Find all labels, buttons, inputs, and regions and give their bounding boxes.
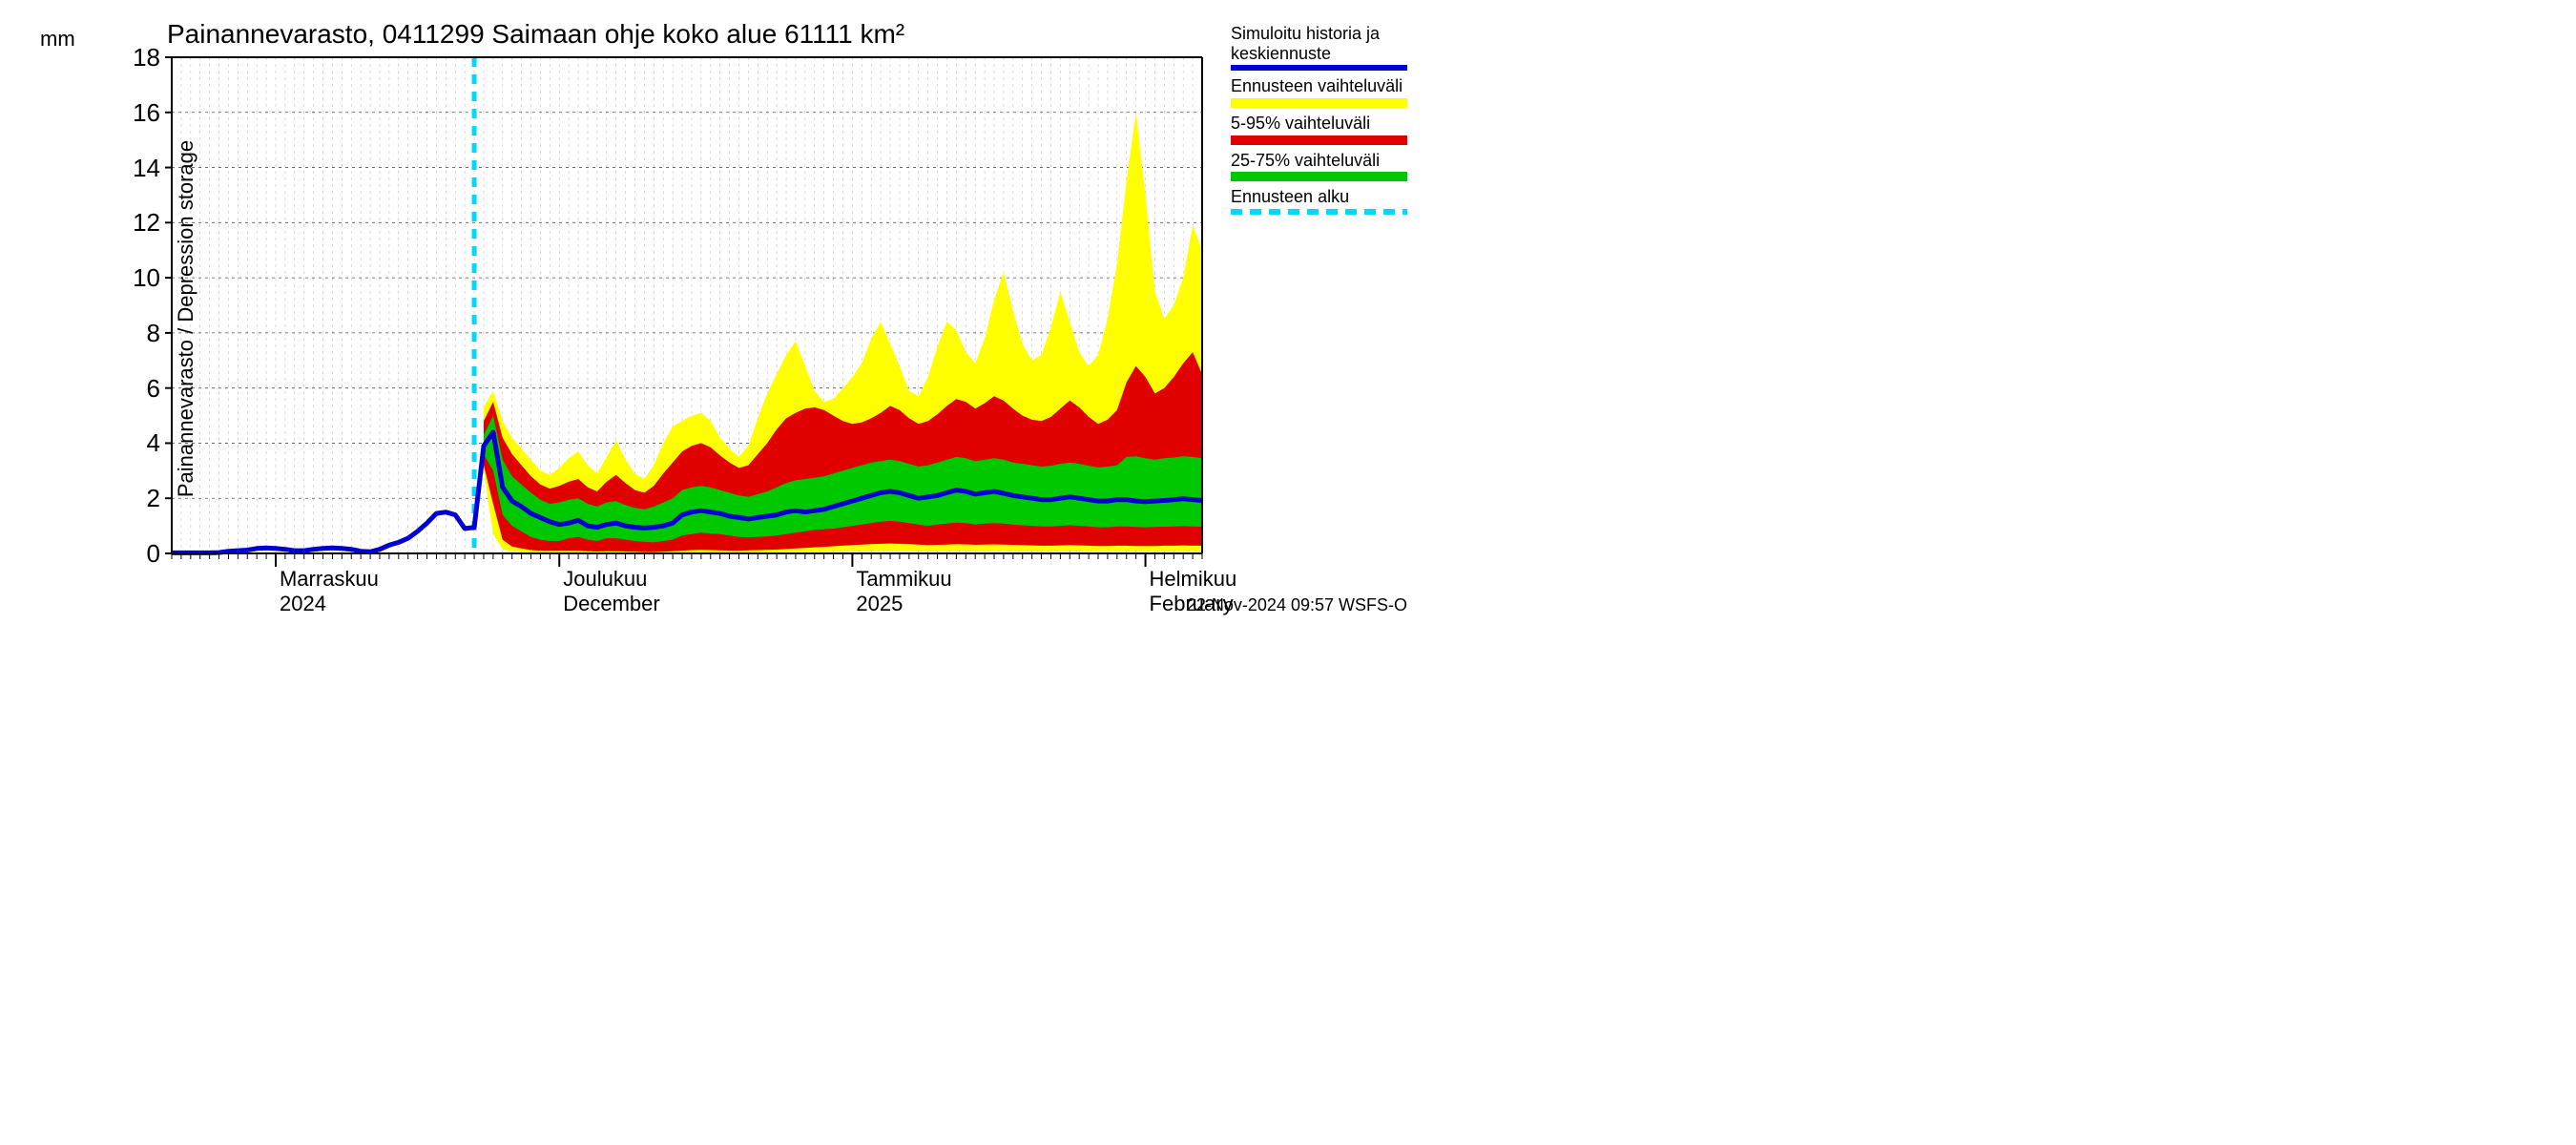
x-tick-label: HelmikuuFebruary xyxy=(1150,567,1237,617)
y-tick-label: 14 xyxy=(113,154,160,183)
x-tick-label: Tammikuu2025 xyxy=(856,567,951,617)
y-tick-label: 0 xyxy=(113,539,160,569)
legend: Simuloitu historia ja keskiennuste Ennust… xyxy=(1231,24,1407,220)
legend-label: Ennusteen alku xyxy=(1231,187,1407,207)
legend-item: Ennusteen vaihteluväli xyxy=(1231,76,1407,108)
y-tick-label: 2 xyxy=(113,484,160,513)
chart-svg xyxy=(0,0,1431,636)
y-tick-label: 8 xyxy=(113,319,160,348)
legend-item: Simuloitu historia ja keskiennuste xyxy=(1231,24,1407,71)
legend-item: 5-95% vaihteluväli xyxy=(1231,114,1407,145)
legend-swatch xyxy=(1231,135,1407,145)
y-tick-label: 4 xyxy=(113,428,160,458)
legend-swatch xyxy=(1231,65,1407,71)
chart-container: mm Painannevarasto / Depression storage … xyxy=(0,0,1431,636)
y-tick-label: 16 xyxy=(113,98,160,128)
y-tick-label: 18 xyxy=(113,43,160,73)
y-tick-label: 6 xyxy=(113,374,160,404)
legend-swatch xyxy=(1231,172,1407,181)
legend-item: Ennusteen alku xyxy=(1231,187,1407,215)
legend-label: 5-95% vaihteluväli xyxy=(1231,114,1407,134)
legend-label: Simuloitu historia ja keskiennuste xyxy=(1231,24,1407,63)
y-tick-label: 10 xyxy=(113,263,160,293)
legend-label: Ennusteen vaihteluväli xyxy=(1231,76,1407,96)
legend-item: 25-75% vaihteluväli xyxy=(1231,151,1407,182)
legend-swatch xyxy=(1231,98,1407,108)
x-tick-label: JoulukuuDecember xyxy=(563,567,659,617)
legend-swatch xyxy=(1231,209,1407,215)
y-tick-label: 12 xyxy=(113,208,160,238)
legend-label: 25-75% vaihteluväli xyxy=(1231,151,1407,171)
x-tick-label: Marraskuu2024 xyxy=(280,567,379,617)
